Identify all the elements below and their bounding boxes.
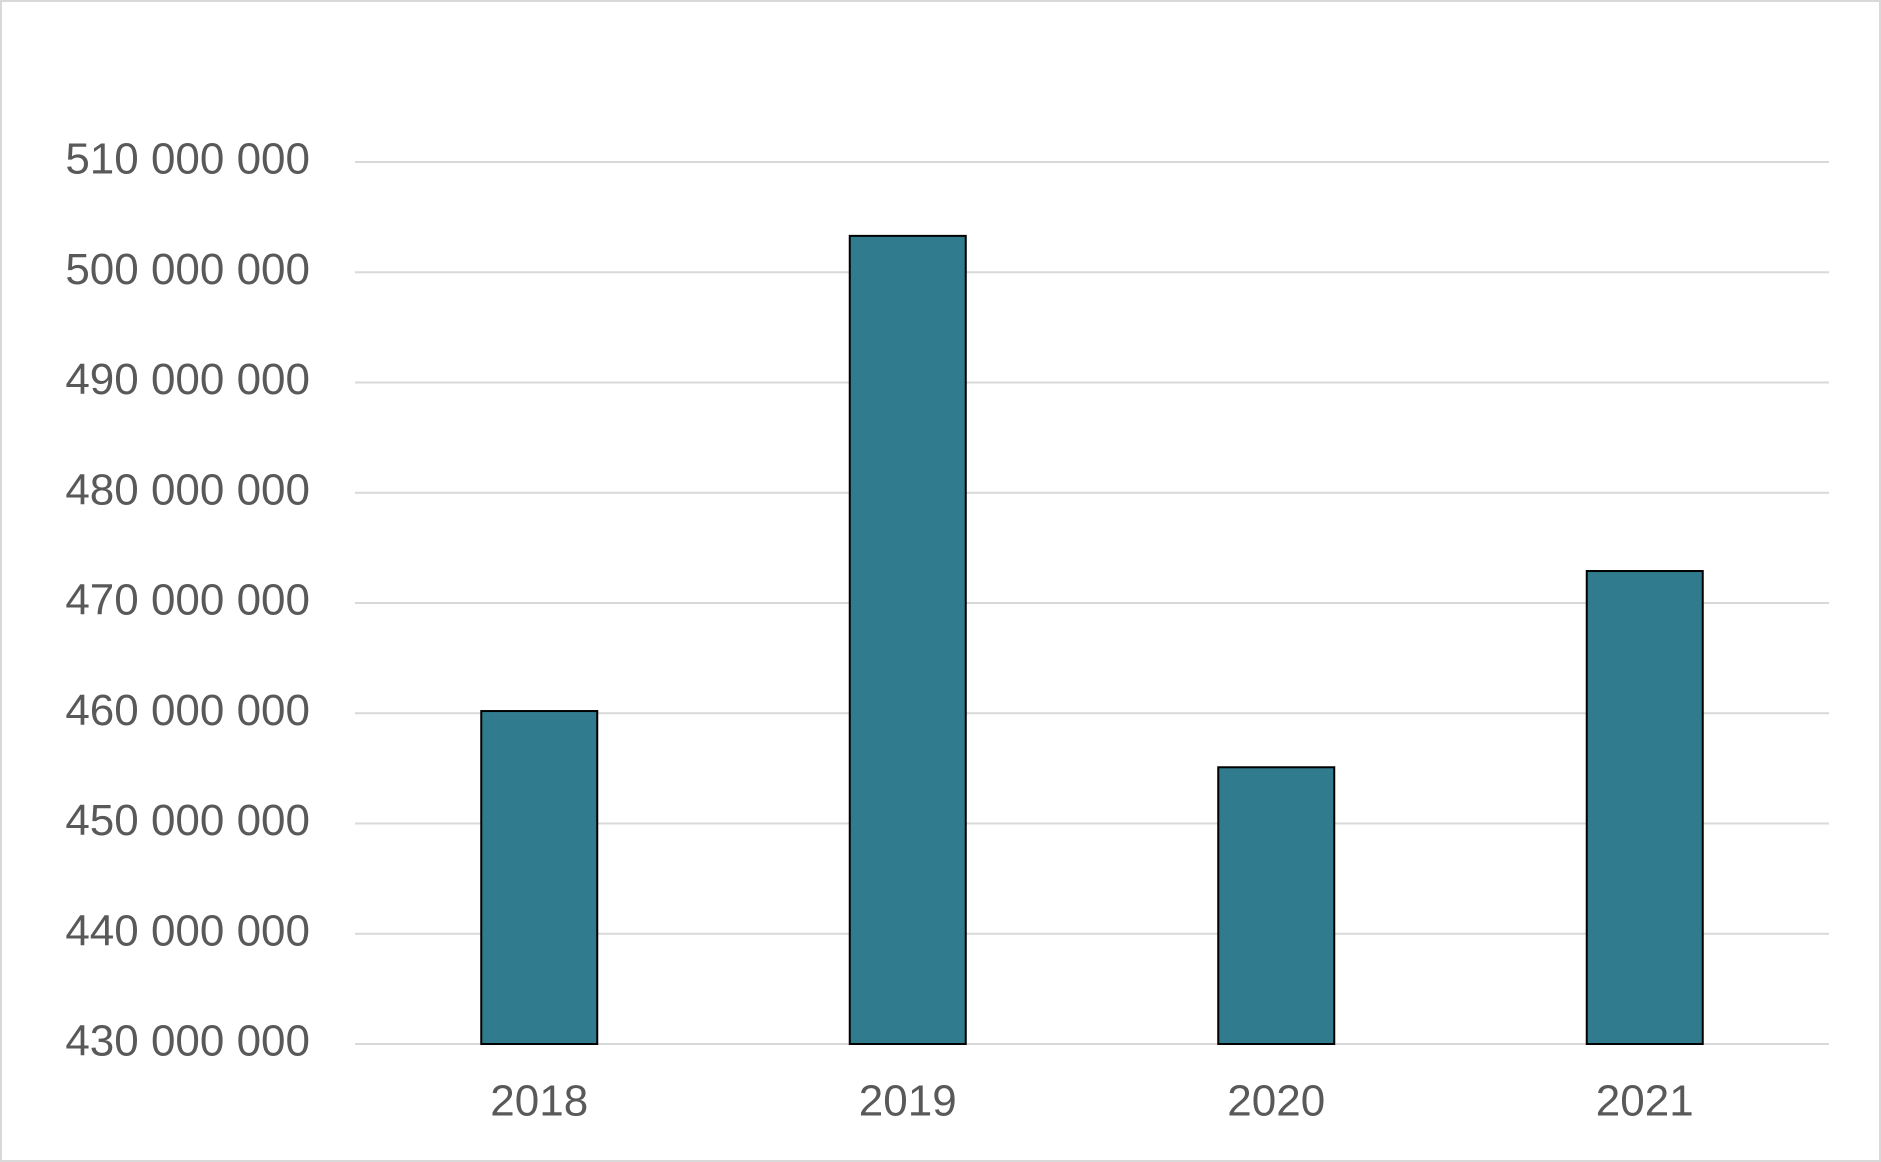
x-tick-label: 2021	[1596, 1077, 1694, 1126]
y-tick-label: 490 000 000	[65, 355, 310, 404]
bar	[480, 710, 599, 1045]
y-tick-label: 500 000 000	[65, 245, 310, 294]
y-tick-label: 510 000 000	[65, 135, 310, 184]
y-tick-label: 480 000 000	[65, 465, 310, 514]
y-tick-label: 440 000 000	[65, 906, 310, 955]
y-tick-label: 450 000 000	[65, 796, 310, 845]
bar	[848, 234, 967, 1045]
y-tick-label: 430 000 000	[65, 1017, 310, 1066]
y-tick-label: 460 000 000	[65, 686, 310, 735]
y-tick-label: 470 000 000	[65, 576, 310, 625]
x-tick-label: 2018	[490, 1077, 588, 1126]
x-tick-label: 2020	[1227, 1077, 1325, 1126]
x-tick-label: 2019	[859, 1077, 957, 1126]
bar	[1217, 766, 1336, 1046]
bar	[1585, 570, 1704, 1046]
